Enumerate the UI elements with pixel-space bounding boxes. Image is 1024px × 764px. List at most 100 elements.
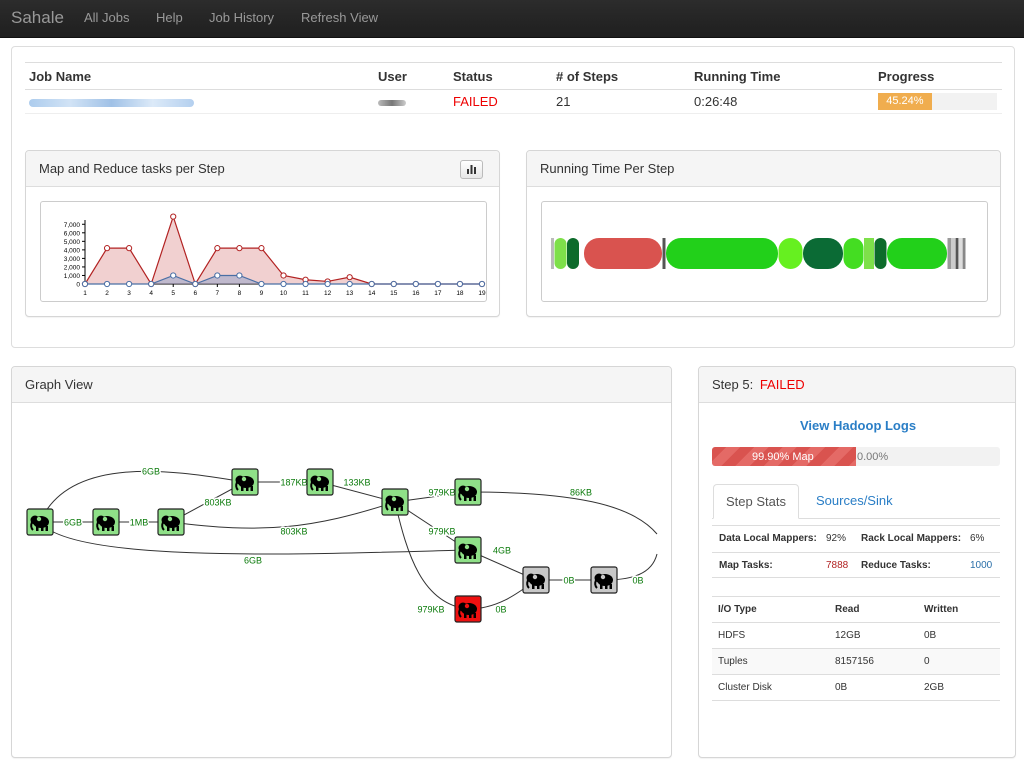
elephant-leg	[107, 526, 110, 531]
rack-local-mappers-label: Rack Local Mappers:	[861, 533, 962, 544]
graph-node[interactable]	[157, 508, 185, 536]
elephant-leg	[316, 486, 319, 491]
data-local-mappers-label: Data Local Mappers:	[719, 533, 817, 544]
elephant-icon	[458, 602, 477, 618]
data-point	[258, 245, 265, 252]
y-tick-label: 6,000	[64, 230, 81, 237]
elephant-icon	[30, 515, 49, 531]
navbar: Sahale All Jobs Help Job History Refresh…	[0, 0, 1024, 38]
data-point	[236, 272, 243, 279]
data-point	[258, 280, 265, 288]
step-segment	[952, 238, 955, 269]
graph-node[interactable]	[381, 488, 409, 516]
data-point	[103, 280, 111, 288]
elephant-icon	[385, 495, 404, 511]
reduce-tasks-value: 1000	[970, 560, 993, 571]
elephant-ear	[532, 574, 538, 580]
table-row: Cluster Disk 0B 2GB	[712, 674, 1000, 701]
data-point	[390, 280, 397, 288]
col-progress: Progress	[874, 62, 1002, 90]
running-time-panel-title: Running Time Per Step	[540, 161, 675, 176]
step-segment	[567, 238, 579, 269]
col-steps: # of Steps	[552, 62, 690, 90]
y-tick-label: 7,000	[64, 222, 81, 229]
graph-view-panel: Graph View 6GB 6GB 1MB 803KB 187KB 133KB 803KB…	[11, 366, 672, 758]
elephant-leg	[469, 496, 472, 501]
series-area-0	[85, 216, 482, 284]
data-point	[346, 280, 353, 288]
edge-label: 86KB	[570, 488, 592, 498]
nav-refresh-view[interactable]: Refresh View	[301, 10, 379, 25]
map-progress-bar: 99.90% Map 0.00%	[712, 447, 1000, 466]
map-reduce-panel-title: Map and Reduce tasks per Step	[39, 161, 225, 176]
data-point	[126, 245, 133, 252]
edge-label: 1MB	[130, 518, 149, 528]
data-point	[236, 245, 243, 252]
job-graph[interactable]: 6GB 6GB 1MB 803KB 187KB 133KB 803KB 979KB 86KB 97…	[12, 404, 671, 758]
y-tick-label: 0	[76, 282, 80, 289]
data-point	[81, 280, 89, 288]
io-col-type: I/O Type	[712, 596, 829, 623]
nav-job-history[interactable]: Job History	[209, 10, 275, 25]
io-cell: 0	[918, 648, 1000, 675]
brand-logo[interactable]: Sahale	[11, 8, 64, 27]
bar-chart-icon[interactable]	[460, 160, 483, 179]
graph-node[interactable]	[26, 508, 54, 536]
graph-node[interactable]	[231, 468, 259, 496]
view-hadoop-logs-link[interactable]: View Hadoop Logs	[800, 418, 917, 433]
data-point	[192, 280, 199, 288]
graph-view-panel-title: Graph View	[25, 377, 93, 392]
elephant-trunk	[30, 521, 34, 531]
tab-sources-sink[interactable]: Sources/Sink	[816, 493, 893, 508]
job-name-redacted[interactable]	[29, 99, 194, 107]
graph-node[interactable]	[306, 468, 334, 496]
data-point	[148, 280, 155, 288]
map-progress-fill	[712, 447, 856, 466]
nav-all-jobs[interactable]: All Jobs	[84, 10, 130, 25]
step-segment	[666, 238, 778, 269]
graph-node[interactable]	[454, 595, 482, 623]
graph-node[interactable]	[454, 478, 482, 506]
step-segment	[955, 238, 959, 269]
io-table: I/O Type Read Written HDFS 12GB 0B Tuple…	[712, 596, 1000, 701]
x-tick-label: 2	[105, 290, 109, 297]
step-segment	[803, 238, 843, 269]
graph-node[interactable]	[590, 566, 618, 594]
table-row[interactable]: FAILED 21 0:26:48 45.24%	[25, 89, 1002, 114]
elephant-leg	[250, 486, 253, 491]
series-area-1	[85, 275, 482, 284]
x-tick-label: 17	[434, 290, 442, 297]
map-reduce-chart-frame: 0 1,000 2,000 3,000 4,000 5,000 6,000 7,000 1 2 3 4…	[40, 201, 487, 302]
elephant-ear	[102, 516, 108, 522]
reduce-progress-label: 0.00%	[857, 451, 889, 463]
elephant-ear	[316, 476, 322, 482]
graph-edge	[39, 470, 246, 523]
graph-node[interactable]	[454, 536, 482, 564]
elephant-trunk	[385, 501, 389, 511]
elephant-leg	[464, 554, 467, 559]
edge-label: 133KB	[343, 478, 370, 488]
io-cell: HDFS	[712, 622, 829, 649]
elephant-leg	[609, 584, 612, 589]
io-table-header: I/O Type Read Written	[712, 596, 1000, 623]
io-cell: 0B	[829, 674, 918, 701]
data-point	[412, 280, 419, 288]
elephant-icon	[310, 475, 329, 491]
elephant-leg	[172, 526, 175, 531]
steps-cell: 21	[552, 89, 690, 114]
job-name-cell[interactable]	[25, 89, 374, 114]
data-point	[170, 272, 177, 279]
elephant-icon	[458, 485, 477, 501]
nav-help[interactable]: Help	[156, 10, 183, 25]
graph-edge	[170, 501, 396, 529]
graph-node[interactable]	[522, 566, 550, 594]
graph-node[interactable]	[92, 508, 120, 536]
step-segment	[662, 238, 666, 269]
x-tick-label: 3	[127, 290, 131, 297]
reduce-tasks-label: Reduce Tasks:	[861, 560, 931, 571]
x-tick-label: 19	[478, 290, 486, 297]
elephant-leg	[600, 584, 603, 589]
tab-step-stats[interactable]: Step Stats	[713, 484, 799, 519]
elephant-leg	[45, 526, 48, 531]
